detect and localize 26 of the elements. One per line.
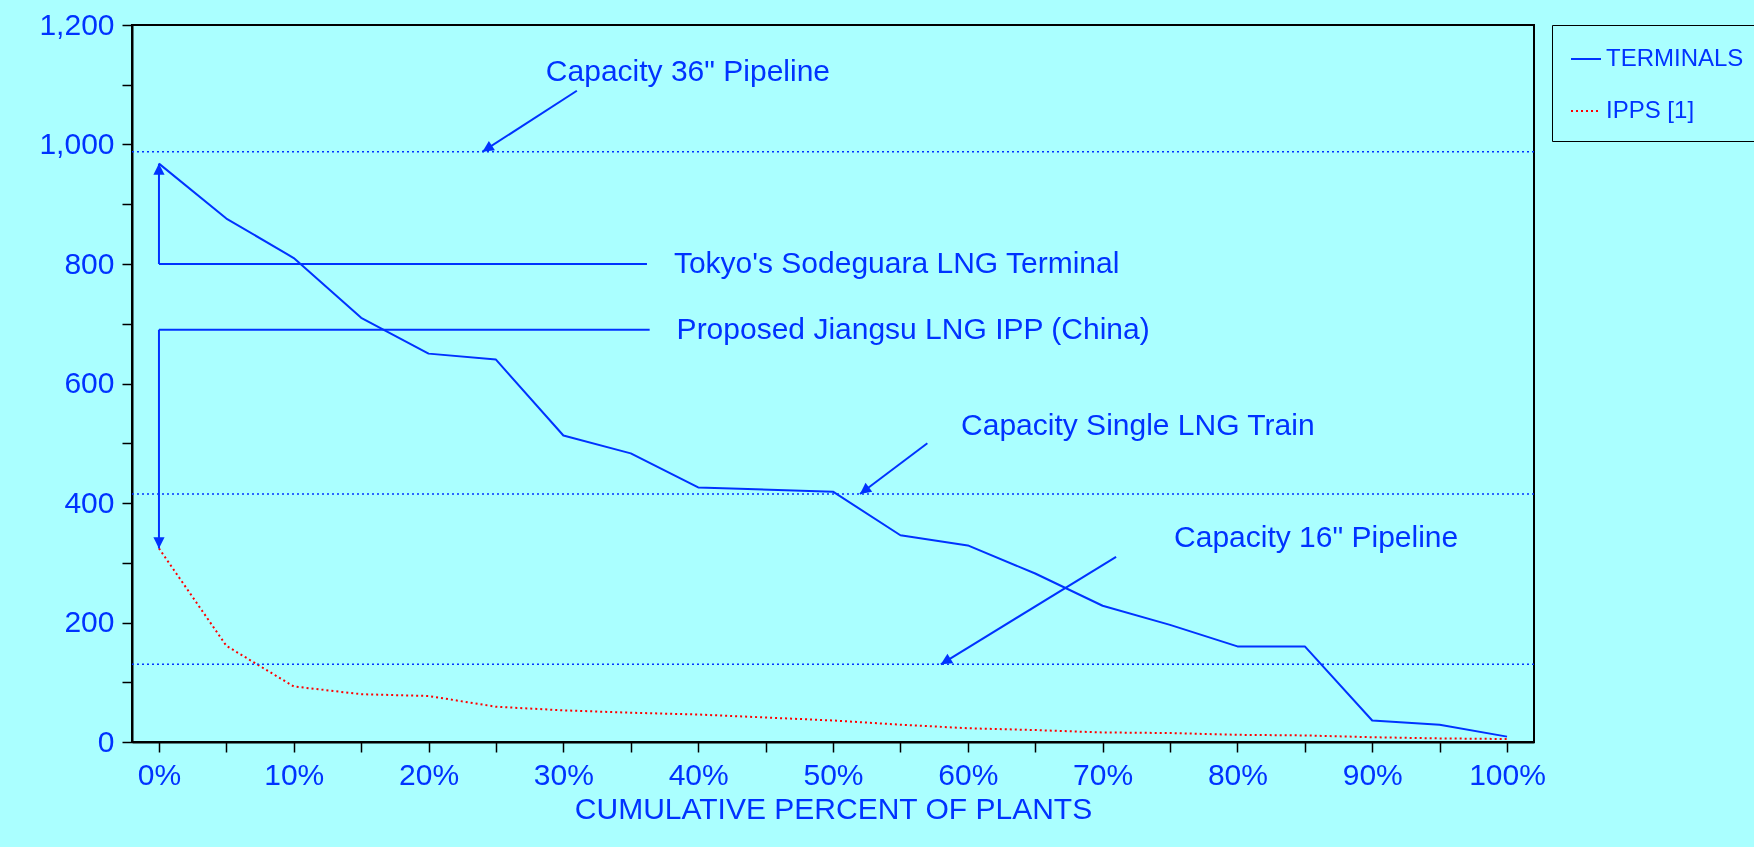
x-axis-title: CUMULATIVE PERCENT OF PLANTS — [574, 791, 1093, 825]
annotation: Tokyo's Sodeguara LNG Terminal — [673, 246, 1120, 279]
x-tick-label: 60% — [938, 757, 999, 791]
ref-line-label: Capacity 16" Pipeline — [1174, 519, 1459, 553]
ref-line-label: Capacity 36" Pipeline — [545, 53, 831, 87]
x-tick-label: 100% — [1469, 757, 1546, 791]
annotation: Proposed Jiangsu LNG IPP (China) — [676, 311, 1150, 345]
y-tick-label: 600 — [64, 366, 115, 399]
ref-line-label: Capacity Single LNG Train — [961, 407, 1315, 441]
x-tick-label: 70% — [1073, 757, 1134, 791]
y-tick-label: 400 — [64, 485, 115, 519]
legend-label: TERMINALS — [1606, 44, 1744, 71]
x-tick-label: 30% — [533, 757, 594, 791]
x-tick-label: 90% — [1342, 757, 1403, 791]
x-tick-label: 50% — [803, 757, 864, 791]
y-tick-label: 200 — [64, 605, 115, 638]
x-tick-label: 10% — [264, 757, 325, 791]
y-tick-label: 800 — [64, 246, 115, 280]
x-tick-label: 0% — [137, 757, 182, 791]
x-tick-label: 80% — [1207, 757, 1268, 791]
x-tick-label: 40% — [668, 757, 729, 791]
y-tick-label: 0 — [97, 724, 115, 758]
y-tick-label: 1,200 — [39, 7, 115, 41]
x-tick-label: 20% — [399, 757, 460, 791]
y-tick-label: 1,000 — [39, 127, 115, 160]
legend-label: IPPS [1] — [1606, 96, 1695, 123]
